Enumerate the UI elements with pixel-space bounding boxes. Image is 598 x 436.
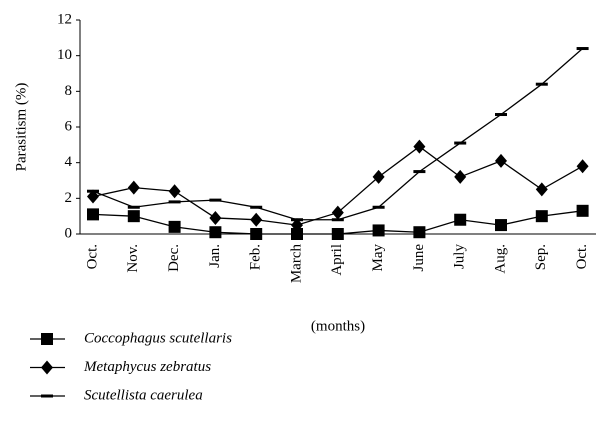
data-point — [168, 220, 181, 233]
data-point — [291, 228, 303, 240]
y-tick-label: 4 — [65, 154, 73, 170]
data-point — [127, 180, 140, 195]
x-tick-label: Feb. — [248, 244, 264, 270]
data-point — [454, 213, 467, 226]
y-tick-label: 0 — [65, 225, 73, 241]
data-point — [291, 218, 303, 222]
x-tick-label: Sep. — [533, 244, 549, 270]
data-point — [413, 170, 426, 174]
data-point — [87, 189, 99, 193]
data-point — [291, 218, 303, 233]
data-point — [250, 212, 263, 227]
x-tick-label: March — [288, 244, 304, 284]
legend-label: Coccophagus scutellaris — [84, 330, 232, 346]
x-tick-label: July — [452, 244, 468, 270]
legend-marker — [41, 333, 53, 345]
data-point — [127, 210, 140, 223]
data-point — [495, 113, 507, 117]
data-point — [331, 228, 344, 240]
data-point — [495, 153, 507, 168]
data-point — [576, 159, 589, 174]
y-tick-label: 12 — [57, 11, 72, 27]
data-point — [250, 228, 263, 240]
data-point — [209, 210, 222, 225]
y-tick-label: 8 — [65, 83, 73, 99]
data-point — [250, 205, 263, 209]
data-point — [495, 219, 507, 232]
data-point — [372, 205, 385, 209]
data-point — [168, 184, 181, 199]
legend-marker — [41, 360, 53, 375]
legend-marker — [41, 394, 53, 398]
data-point — [168, 200, 181, 204]
data-point — [535, 82, 548, 86]
y-tick-label: 10 — [57, 47, 72, 63]
x-tick-label: Nov. — [125, 244, 141, 273]
data-point — [413, 139, 426, 154]
y-axis-label: Parasitism (%) — [13, 83, 29, 172]
data-point — [331, 218, 344, 222]
data-point — [127, 205, 140, 209]
legend-label: Scutellista caerulea — [84, 387, 203, 403]
y-tick-label: 6 — [65, 118, 73, 134]
x-axis-label: (months) — [311, 318, 365, 334]
x-tick-label: Aug. — [492, 244, 508, 274]
data-point — [372, 169, 385, 184]
y-tick-label: 2 — [65, 190, 73, 206]
x-tick-label: Dec. — [166, 244, 182, 272]
x-tick-label: June — [411, 244, 427, 272]
data-point — [535, 182, 548, 197]
data-point — [331, 205, 344, 220]
x-tick-label: May — [370, 244, 386, 272]
data-point — [413, 226, 426, 239]
data-point — [209, 226, 222, 239]
data-point — [372, 224, 385, 237]
x-tick-label: Jan. — [207, 244, 223, 268]
data-point — [454, 169, 467, 184]
data-point — [576, 204, 589, 217]
data-point — [535, 210, 548, 223]
data-point — [209, 198, 222, 202]
x-tick-label: Oct. — [574, 244, 590, 269]
data-point — [454, 141, 467, 145]
data-point — [87, 208, 99, 221]
x-tick-label: April — [329, 244, 345, 276]
data-point — [576, 47, 589, 51]
x-tick-label: Oct. — [84, 244, 100, 269]
series-line — [92, 48, 584, 221]
legend-label: Metaphycus zebratus — [83, 359, 211, 375]
